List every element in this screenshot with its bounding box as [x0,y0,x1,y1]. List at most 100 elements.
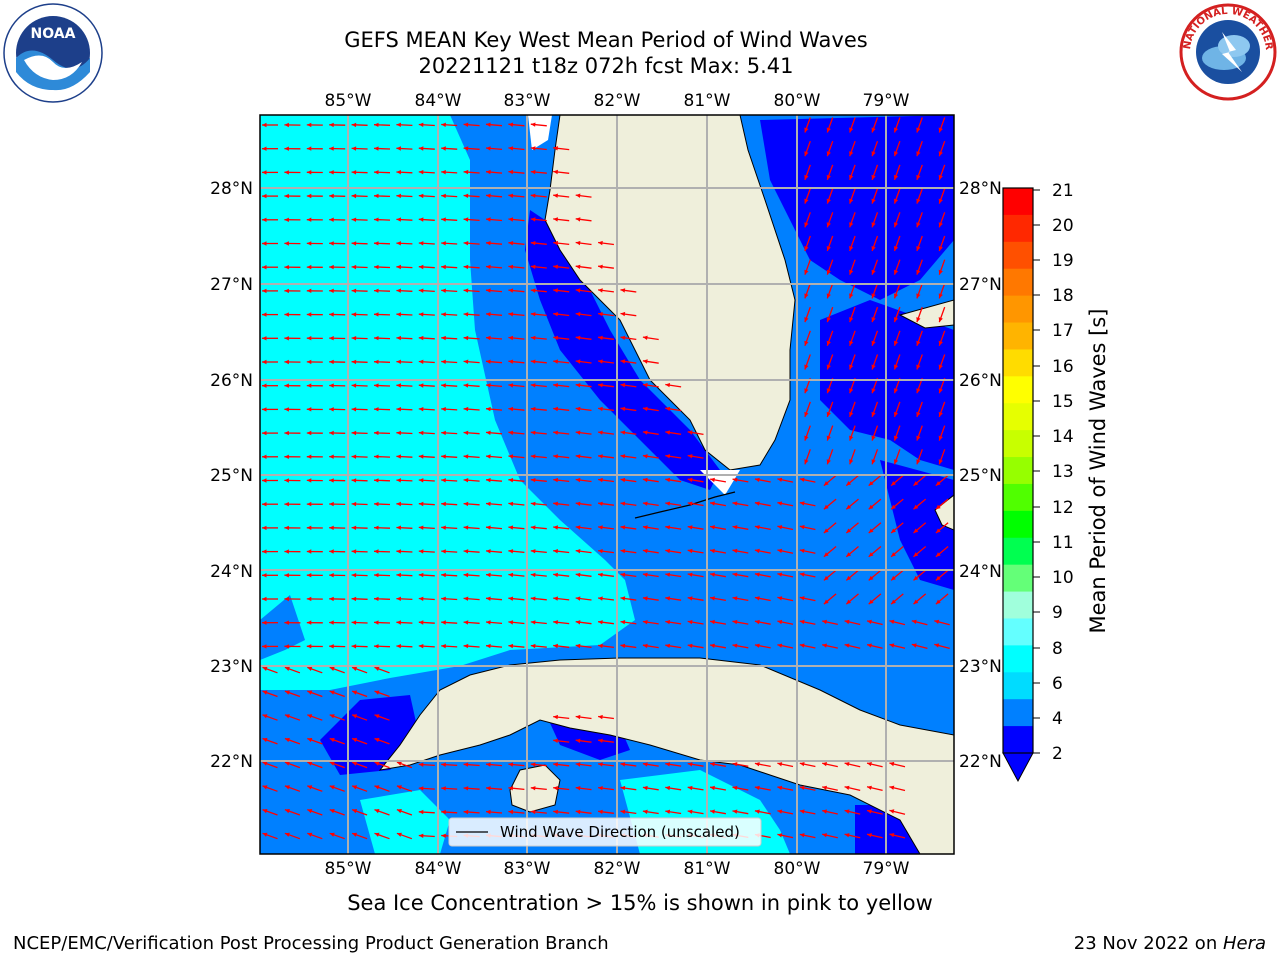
wind-arrow-icon [849,235,856,252]
wind-arrow-icon [418,596,435,601]
wind-arrow-icon [849,425,856,441]
lat-label: 26°N [210,371,253,391]
wind-arrow-icon [575,572,592,578]
wind-arrow-icon [262,312,278,317]
wind-arrow-icon [508,217,525,222]
wind-arrow-icon [530,786,547,791]
wind-arrow-icon [665,501,682,507]
wind-arrow-icon [804,235,811,252]
wind-arrow-icon [508,762,525,767]
wind-arrow-icon [463,169,480,175]
wind-arrow-icon [799,833,816,839]
wind-arrow-icon [575,714,592,720]
wind-arrow-icon [329,596,346,602]
wind-arrow-icon [826,140,834,157]
wind-arrow-icon [307,690,323,698]
wind-arrow-icon [329,620,346,625]
wind-arrow-icon [732,596,749,602]
colorbar-cell [1003,591,1033,620]
wind-arrow-icon [665,643,682,649]
colorbar-cell [1003,699,1033,727]
wind-arrow-icon [463,359,480,364]
wind-arrow-icon [441,572,458,578]
colorbar-cell [1003,457,1033,485]
colorbar-cell [1003,726,1033,754]
wind-arrow-icon [913,474,927,487]
wind-arrow-icon [441,549,458,554]
wind-arrow-icon [396,785,413,792]
wind-arrow-icon [485,359,503,364]
wind-arrow-icon [306,407,323,412]
wind-arrow-icon [374,714,390,721]
wind-arrow-icon [665,406,682,412]
wind-arrow-icon [890,546,904,558]
wind-arrow-icon [598,454,614,459]
wind-arrow-icon [893,330,901,347]
wind-arrow-icon [893,164,901,181]
wind-arrow-icon [845,593,859,605]
wind-arrow-icon [890,593,904,605]
lat-labels-right: 28°N 27°N 26°N 25°N 24°N 23°N 22°N [959,179,1002,772]
wind-arrow-icon [329,478,346,483]
wind-arrow-icon [754,548,771,554]
wind-arrow-icon [262,714,278,721]
colorbar-tick-label: 18 [1052,286,1074,306]
wind-arrow-icon [262,359,278,365]
wind-arrow-icon [351,525,368,530]
colorbar-cell [1003,645,1033,673]
wind-arrow-icon [732,572,749,578]
wind-arrow-icon [374,785,390,792]
footer-date: 23 Nov 2022 on Hera [1074,933,1266,954]
wind-arrow-icon [553,714,570,720]
wind-arrow-icon [463,122,480,127]
wind-arrow-icon [620,785,637,791]
wind-arrow-icon [329,573,346,578]
florida-land [544,115,796,471]
wind-arrow-icon [396,430,413,436]
wind-arrow-icon [823,474,837,487]
wind-arrow-icon [441,241,458,246]
wind-arrow-icon [777,572,794,578]
wind-arrow-icon [871,212,879,228]
wind-arrow-icon [804,188,811,204]
wind-arrow-icon [553,572,570,578]
wind-arrow-icon [575,383,592,388]
wind-arrow-icon [485,288,503,293]
wind-arrow-icon [822,762,838,768]
wind-arrow-icon [889,809,906,815]
wind-arrow-icon [620,288,637,293]
wind-arrow-icon [396,832,413,840]
wind-arrow-icon [351,359,368,365]
wind-arrow-icon [284,454,301,459]
wind-arrow-icon [754,501,771,507]
wind-arrow-icon [329,785,345,792]
wind-arrow-icon [665,477,682,483]
wind-arrow-icon [262,666,278,674]
wind-arrow-icon [396,288,413,293]
wind-arrow-icon [665,785,682,791]
wind-arrow-icon [553,288,570,293]
wind-arrow-icon [823,546,837,558]
wind-arrow-icon [598,786,614,791]
wind-arrow-icon [575,596,592,601]
wind-arrow-icon [868,498,882,510]
wind-arrow-icon [844,619,861,626]
wind-arrow-icon [418,288,435,293]
lon-label: 80°W [774,859,821,879]
wind-arrow-icon [553,620,570,625]
wind-arrow-icon [889,619,906,626]
wind-arrow-icon [754,477,771,483]
wind-arrow-icon [508,359,525,364]
wind-arrow-icon [508,335,525,341]
lon-label: 83°W [504,91,551,111]
wind-arrow-icon [329,241,346,246]
wind-arrow-icon [732,643,749,649]
wind-arrow-icon [262,808,278,816]
wind-arrow-icon [329,714,345,721]
wind-arrow-icon [351,573,368,578]
wind-arrow-icon [687,454,704,459]
wind-arrow-icon [262,690,278,698]
wind-arrow-icon [893,235,901,252]
wind-arrow-icon [329,690,345,698]
wind-arrow-icon [916,259,923,275]
